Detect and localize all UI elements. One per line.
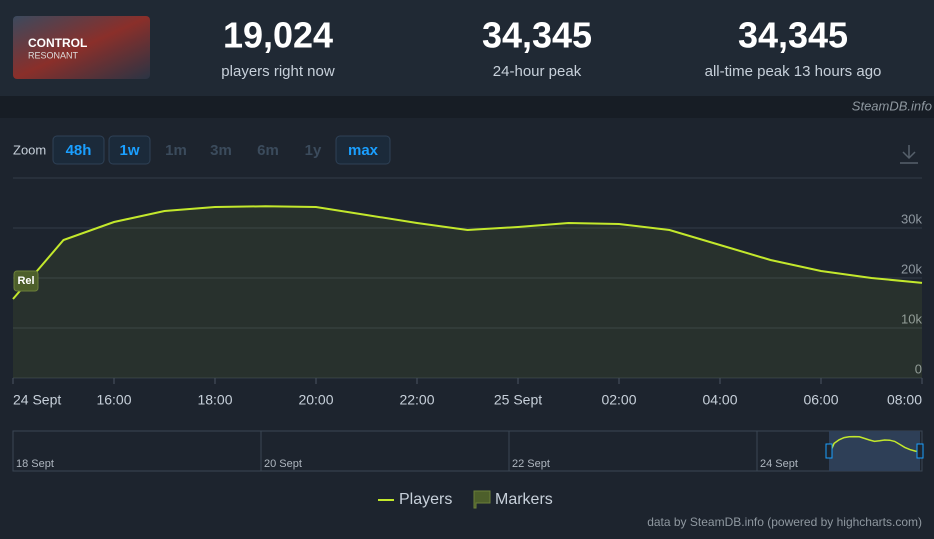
navigator-line	[828, 435, 921, 456]
stat-value: 34,345	[738, 15, 848, 56]
credits: data by SteamDB.info (powered by highcha…	[647, 515, 922, 529]
download-icon[interactable]	[900, 145, 918, 164]
legend-label[interactable]: Players	[399, 491, 452, 508]
x-tick-label: 06:00	[803, 392, 838, 408]
logo-title: CONTROL	[28, 36, 87, 50]
navigator-handle[interactable]	[825, 443, 833, 459]
navigator-label: 18 Sept	[16, 458, 54, 470]
zoom-button-label[interactable]: 1w	[119, 142, 139, 159]
y-tick-label: 0	[915, 361, 922, 376]
legend-flag	[473, 490, 491, 509]
stat-label: all-time peak 13 hours ago	[705, 63, 882, 80]
watermark: SteamDB.info	[852, 98, 932, 113]
area	[13, 206, 922, 378]
zoom-label: Zoom	[13, 142, 46, 157]
line	[12, 205, 923, 300]
zoom-button-label[interactable]: max	[348, 142, 379, 159]
navigator-handle[interactable]	[916, 443, 924, 459]
y-tick-label: 20k	[901, 261, 922, 276]
marker-flag[interactable]	[13, 270, 39, 292]
header-panel	[0, 0, 934, 96]
logo-subtitle: RESONANT	[28, 50, 79, 60]
zoom-button[interactable]	[52, 135, 105, 165]
x-tick-label: 16:00	[96, 392, 131, 408]
stat-label: players right now	[221, 63, 335, 80]
x-tick-label: 20:00	[298, 392, 333, 408]
zoom-button-label: 1y	[305, 142, 322, 159]
zoom-button-label: 1m	[165, 142, 187, 159]
legend-label[interactable]: Markers	[495, 491, 553, 508]
zoom-button-label: 6m	[257, 142, 279, 159]
zoom-button-label: 3m	[210, 142, 232, 159]
y-tick-label: 10k	[901, 311, 922, 326]
x-tick-label: 02:00	[601, 392, 636, 408]
game-image[interactable]	[13, 16, 150, 79]
navigator-label: 22 Sept	[512, 458, 550, 470]
navigator-window[interactable]	[829, 431, 920, 471]
stat-value: 34,345	[482, 15, 592, 56]
zoom-button[interactable]	[108, 135, 151, 165]
x-tick-label: 04:00	[702, 392, 737, 408]
zoom-button[interactable]	[335, 135, 391, 165]
x-tick-label: 18:00	[197, 392, 232, 408]
x-tick-label: 25 Sept	[494, 392, 542, 408]
x-tick-label: 24 Sept	[13, 392, 61, 408]
stat-value: 19,024	[223, 15, 333, 56]
navigator-label: 20 Sept	[264, 458, 302, 470]
navigator-label: 24 Sept	[760, 458, 798, 470]
stat-label: 24-hour peak	[493, 63, 582, 80]
marker-label: Rel	[17, 275, 34, 287]
x-tick-label: 08:00	[887, 392, 922, 408]
zoom-button-label[interactable]: 48h	[66, 142, 92, 159]
x-tick-label: 22:00	[399, 392, 434, 408]
y-tick-label: 30k	[901, 211, 922, 226]
